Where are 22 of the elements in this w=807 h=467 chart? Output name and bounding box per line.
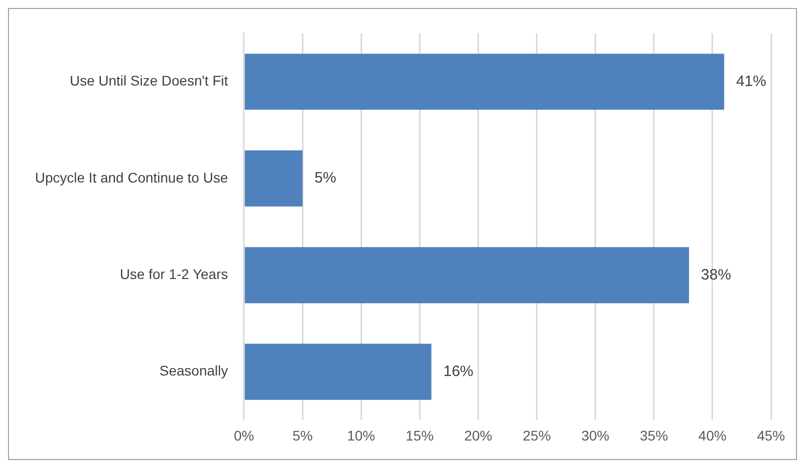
y-tick-label: Seasonally (159, 362, 228, 379)
x-tick-label: 10% (347, 427, 376, 444)
x-tick-label: 15% (406, 427, 434, 444)
x-tick-label: 20% (464, 427, 492, 444)
bar (244, 344, 432, 400)
data-label: 5% (314, 170, 336, 187)
bar (244, 150, 303, 206)
x-tick-label: 25% (522, 427, 551, 444)
x-tick-label: 5% (292, 427, 313, 444)
x-tick-label: 40% (698, 427, 726, 444)
x-tick-label: 0% (234, 427, 254, 444)
data-label: 16% (443, 362, 474, 380)
y-tick-label: Upcycle It and Continue to Use (34, 169, 228, 186)
data-label: 38% (701, 266, 732, 284)
y-tick-label: Use for 1-2 Years (120, 266, 228, 282)
x-tick-label: 45% (756, 427, 786, 444)
x-tick-label: 30% (581, 427, 610, 444)
data-label: 41% (736, 72, 766, 90)
bar (244, 247, 690, 304)
y-tick-label: Use Until Size Doesn't Fit (70, 72, 228, 89)
bar (244, 54, 724, 110)
x-tick-label: 35% (640, 427, 668, 444)
